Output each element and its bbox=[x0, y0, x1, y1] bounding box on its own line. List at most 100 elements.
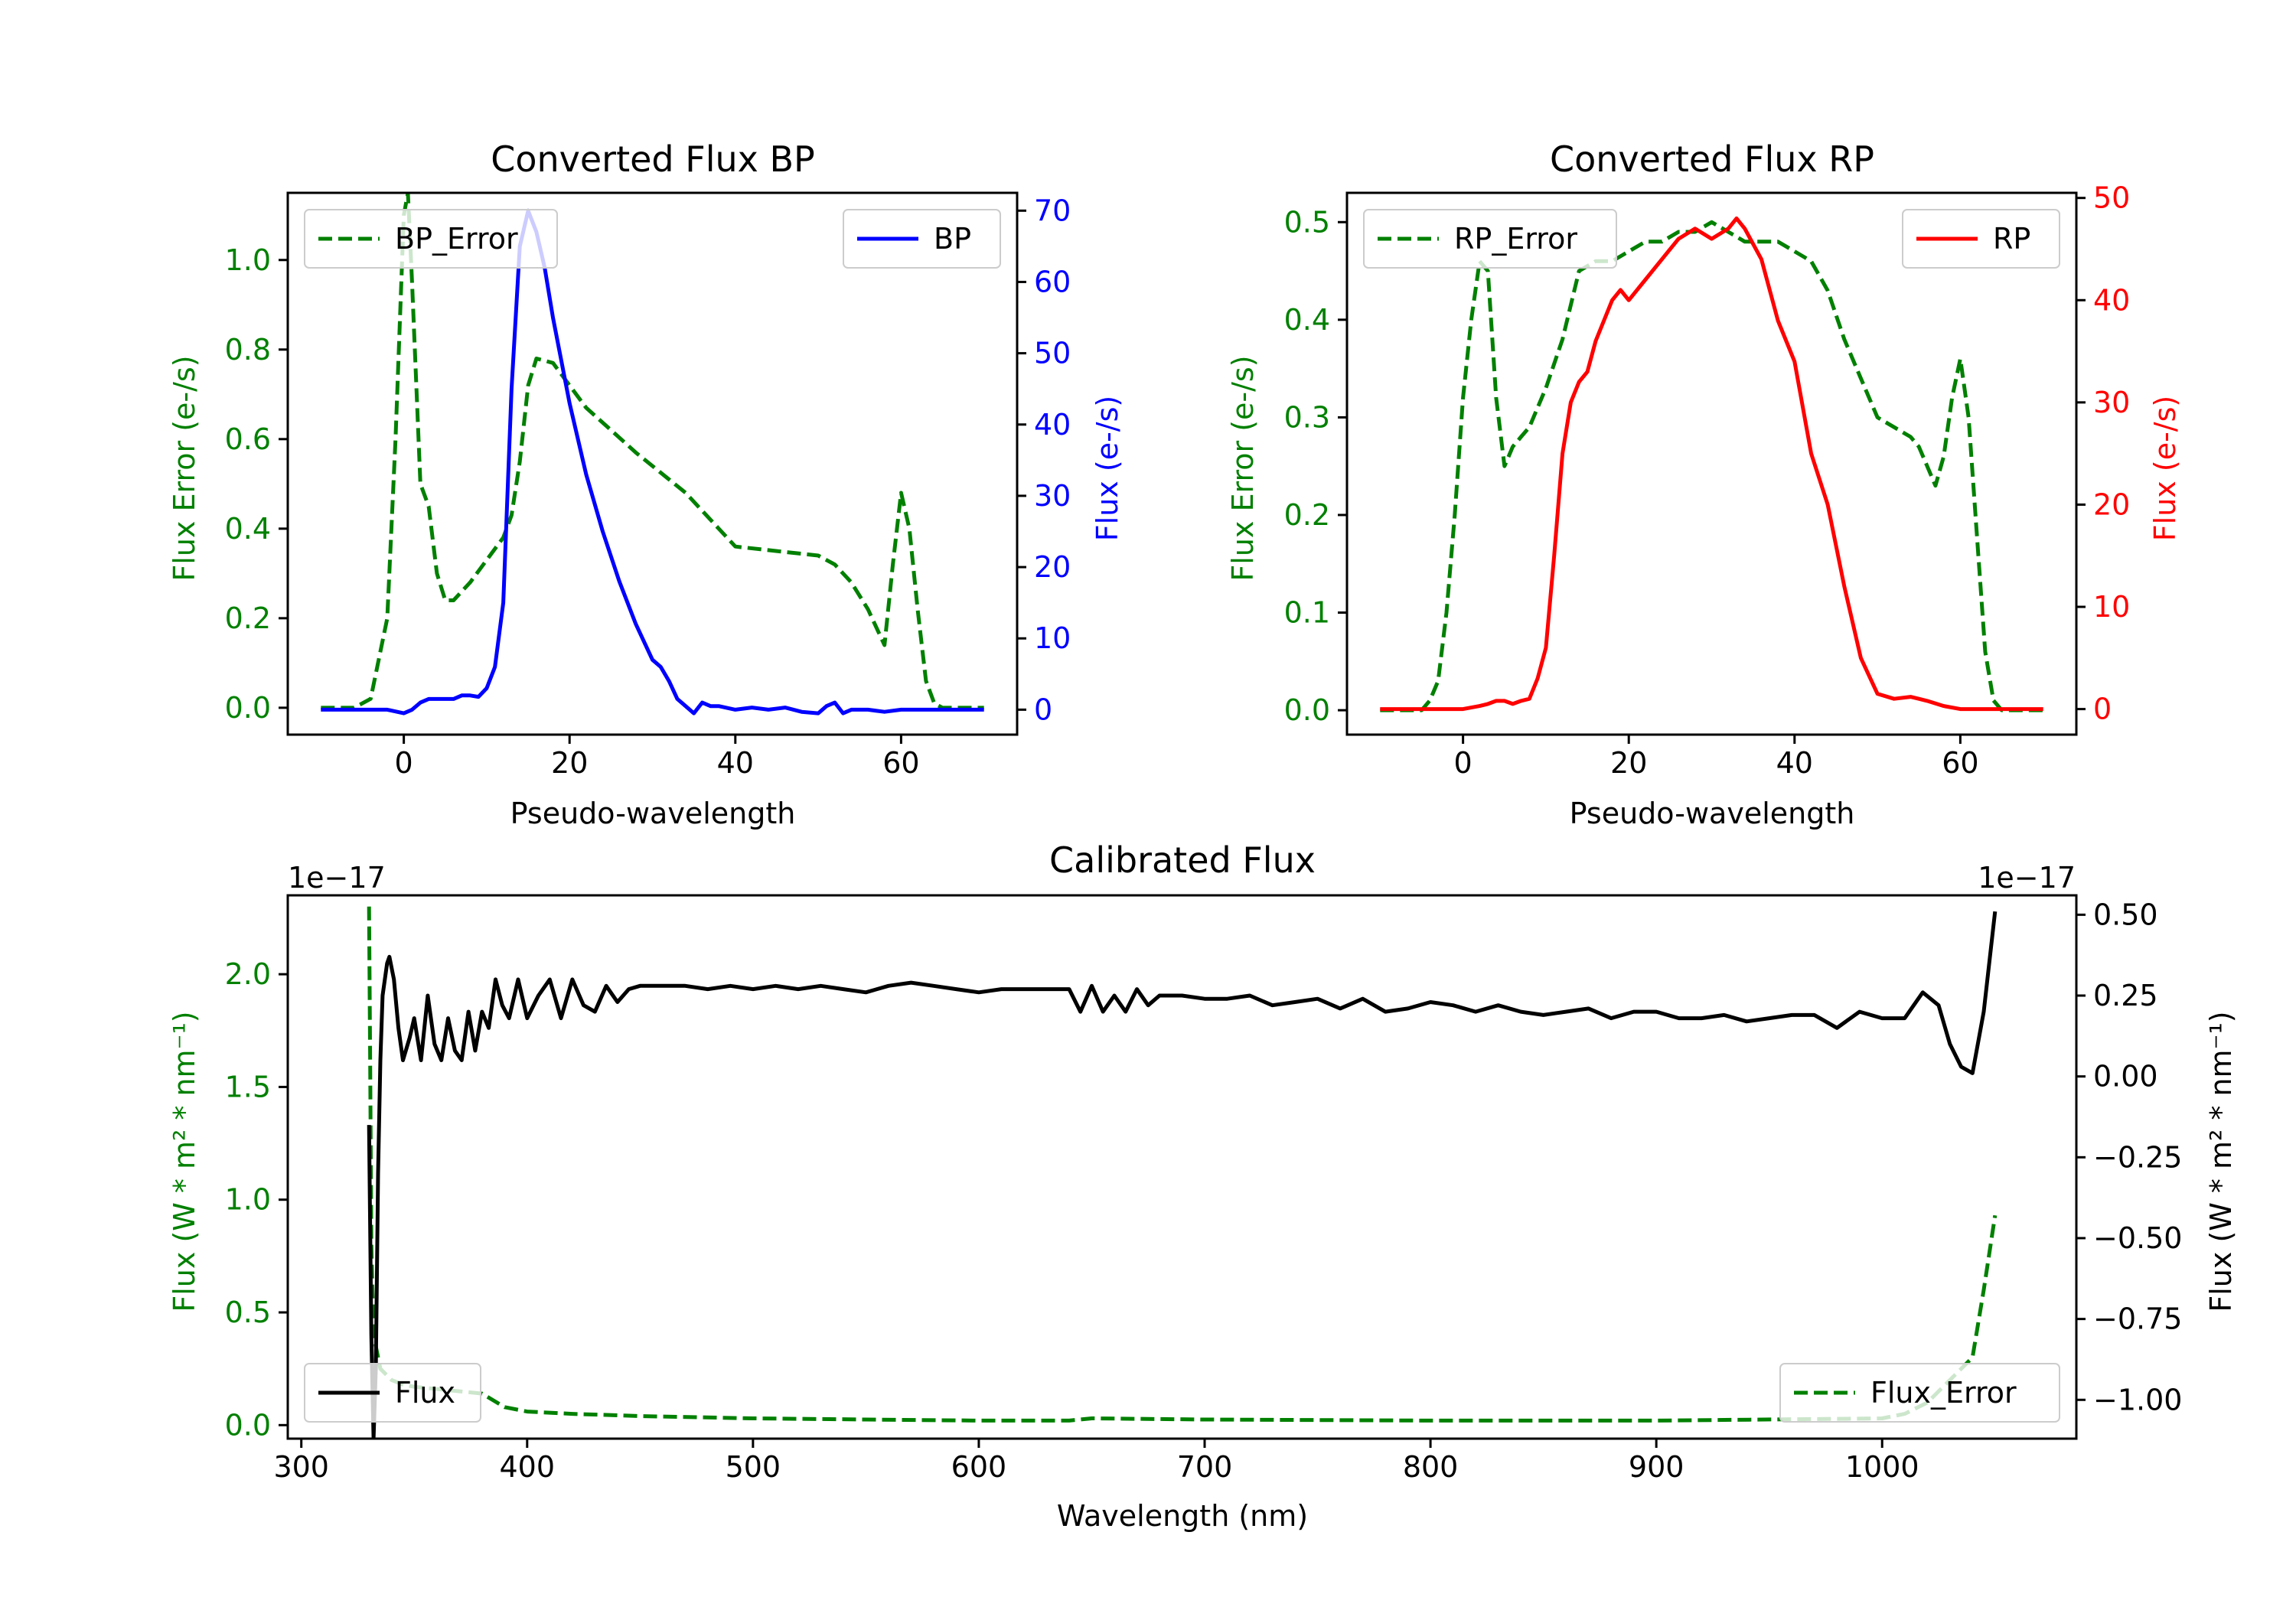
bp-title: Converted Flux BP bbox=[491, 139, 815, 180]
calibrated-ytick-left-label: 0.0 bbox=[225, 1408, 271, 1442]
panel-bp: Converted Flux BP Pseudo-wavelength Flux… bbox=[168, 139, 1124, 830]
bp-ytick-right-label: 40 bbox=[1034, 408, 1071, 442]
calibrated-ytick-right-label: 0.25 bbox=[2093, 979, 2158, 1012]
rp-ytick-left-label: 0.0 bbox=[1284, 693, 1330, 727]
bp-xtick-label: 20 bbox=[551, 746, 588, 780]
bp-ytick-left-label: 1.0 bbox=[225, 243, 271, 277]
calibrated-ytick-left-label: 1.0 bbox=[225, 1183, 271, 1217]
calibrated-xtick-label: 900 bbox=[1629, 1450, 1684, 1484]
bp-marks: 0 20 40 60 0.0 0.2 0.4 0.6 0.8 1.0 0 10 20 30 40 50 60 70… bbox=[225, 191, 1071, 780]
bp-ylabel-left: Flux Error (e-/s) bbox=[168, 355, 201, 581]
rp-xtick-label: 20 bbox=[1610, 746, 1647, 780]
rp-ytick-right-label: 10 bbox=[2093, 590, 2130, 624]
rp-legend-box bbox=[1363, 209, 1617, 269]
cal-xlabel: Wavelength (nm) bbox=[1057, 1499, 1308, 1533]
bp-ytick-left-label: 0.2 bbox=[225, 601, 271, 635]
calibrated-xtick-label: 800 bbox=[1403, 1450, 1459, 1484]
bp-legend-label: BP bbox=[934, 222, 971, 256]
rp-legend-label: RP_Error bbox=[1454, 222, 1577, 256]
rp-legend-right: RP bbox=[1902, 209, 2060, 269]
bp-xtick-label: 60 bbox=[882, 746, 919, 780]
calibrated-ytick-right-label: −0.25 bbox=[2093, 1140, 2182, 1174]
rp-xlabel: Pseudo-wavelength bbox=[1570, 797, 1855, 830]
calibrated-series-flux bbox=[367, 911, 1998, 1439]
calibrated-ytick-right-label: 0.50 bbox=[2093, 898, 2158, 931]
rp-frame bbox=[1345, 191, 2078, 736]
rp-ytick-right-label: 0 bbox=[2093, 693, 2112, 726]
bp-ytick-right-label: 70 bbox=[1034, 194, 1071, 227]
calibrated-xtick-label: 700 bbox=[1177, 1450, 1233, 1484]
rp-ytick-right-label: 20 bbox=[2093, 487, 2130, 521]
panel-calibrated: Calibrated Flux Wavelength (nm) 1e−17 1e… bbox=[168, 839, 2238, 1533]
calibrated-legend-label: Flux_Error bbox=[1870, 1376, 2017, 1410]
rp-xtick-label: 0 bbox=[1454, 746, 1473, 780]
calibrated-xtick-label: 500 bbox=[726, 1450, 781, 1484]
calibrated-ytick-right-label: 0.00 bbox=[2093, 1060, 2158, 1094]
calibrated-xtick-label: 600 bbox=[951, 1450, 1007, 1484]
rp-ytick-right-label: 50 bbox=[2093, 181, 2130, 215]
bp-xlabel: Pseudo-wavelength bbox=[510, 797, 796, 830]
rp-ylabel-right: Flux (e-/s) bbox=[2148, 396, 2182, 541]
bp-ytick-right-label: 20 bbox=[1034, 550, 1071, 584]
rp-ytick-left-label: 0.3 bbox=[1284, 400, 1330, 434]
bp-legend-box bbox=[843, 209, 1001, 269]
rp-legend-left: RP_Error bbox=[1363, 209, 1617, 269]
rp-xtick-label: 60 bbox=[1942, 746, 1978, 780]
rp-ytick-right-label: 40 bbox=[2093, 283, 2130, 317]
calibrated-xtick-label: 300 bbox=[273, 1450, 329, 1484]
calibrated-ytick-left-label: 2.0 bbox=[225, 957, 271, 991]
calibrated-ytick-right-label: −1.00 bbox=[2093, 1383, 2182, 1416]
bp-ytick-left-label: 0.8 bbox=[225, 333, 271, 367]
cal-ylabel-right: Flux (W * m² * nm⁻¹) bbox=[2204, 1011, 2238, 1312]
bp-legend-label: BP_Error bbox=[395, 222, 518, 256]
bp-legend-left: BP_Error bbox=[304, 209, 558, 269]
rp-series-rp bbox=[1380, 216, 2043, 712]
bp-series-bp bbox=[321, 208, 984, 715]
chart-marks: 0 20 40 60 0.0 0.2 0.4 0.6 0.8 1.0 0 10 20 30 40 50 60 70… bbox=[225, 181, 2183, 1484]
bp-legend-box bbox=[304, 209, 558, 269]
bp-series-bp-error bbox=[321, 193, 984, 710]
calibrated-xtick-label: 400 bbox=[500, 1450, 556, 1484]
rp-ytick-left-label: 0.4 bbox=[1284, 303, 1330, 337]
calibrated-legend-label: Flux bbox=[395, 1376, 455, 1410]
calibrated-ytick-left-label: 1.5 bbox=[225, 1070, 271, 1103]
calibrated-ytick-right-label: −0.75 bbox=[2093, 1302, 2182, 1336]
rp-legend-label: RP bbox=[1993, 222, 2030, 256]
bp-xtick-label: 40 bbox=[717, 746, 754, 780]
bp-ytick-left-label: 0.6 bbox=[225, 422, 271, 456]
calibrated-legend-right: Flux_Error bbox=[1779, 1363, 2060, 1423]
rp-ytick-right-label: 30 bbox=[2093, 386, 2130, 419]
rp-ytick-left-label: 0.5 bbox=[1284, 205, 1330, 239]
bp-ytick-right-label: 30 bbox=[1034, 479, 1071, 513]
bp-ytick-left-label: 0.4 bbox=[225, 512, 271, 546]
bp-ytick-left-label: 0.0 bbox=[225, 691, 271, 725]
rp-marks: 0 20 40 60 0.0 0.1 0.2 0.3 0.4 0.5 0 10 20 30 40 50 RP_E… bbox=[1284, 181, 2131, 780]
bp-ytick-right-label: 10 bbox=[1034, 621, 1071, 655]
bp-xtick-label: 0 bbox=[395, 746, 413, 780]
cal-offset-left: 1e−17 bbox=[288, 861, 386, 895]
bp-legend-right: BP bbox=[843, 209, 1001, 269]
rp-legend-box bbox=[1902, 209, 2060, 269]
rp-ytick-left-label: 0.1 bbox=[1284, 596, 1330, 630]
bp-frame bbox=[286, 191, 1019, 736]
panel-rp: Converted Flux RP Pseudo-wavelength Flux… bbox=[1226, 139, 2182, 830]
bp-ytick-right-label: 60 bbox=[1034, 265, 1071, 298]
rp-xtick-label: 40 bbox=[1776, 746, 1813, 780]
rp-ylabel-left: Flux Error (e-/s) bbox=[1226, 355, 1260, 581]
cal-offset-right: 1e−17 bbox=[1978, 861, 2076, 895]
calibrated-legend-box bbox=[304, 1363, 481, 1423]
cal-ylabel-left: Flux (W * m² * nm⁻¹) bbox=[168, 1011, 201, 1312]
bp-ytick-right-label: 0 bbox=[1034, 693, 1052, 726]
calibrated-legend-left: Flux bbox=[304, 1363, 481, 1423]
calibrated-ytick-left-label: 0.5 bbox=[225, 1296, 271, 1329]
calibrated-ytick-right-label: −0.50 bbox=[2093, 1221, 2182, 1255]
cal-title: Calibrated Flux bbox=[1049, 839, 1316, 881]
calibrated-frame bbox=[286, 894, 2078, 1440]
calibrated-legend-box bbox=[1779, 1363, 2060, 1423]
bp-ylabel-right: Flux (e-/s) bbox=[1091, 396, 1124, 541]
calibrated-marks: 300 400 500 600 700 800 900 1000 0.0 0.5 1.0 1.5 2.0… bbox=[225, 894, 2182, 1484]
rp-ytick-left-label: 0.2 bbox=[1284, 498, 1330, 532]
calibrated-xtick-label: 1000 bbox=[1845, 1450, 1919, 1484]
bp-ytick-right-label: 50 bbox=[1034, 337, 1071, 370]
